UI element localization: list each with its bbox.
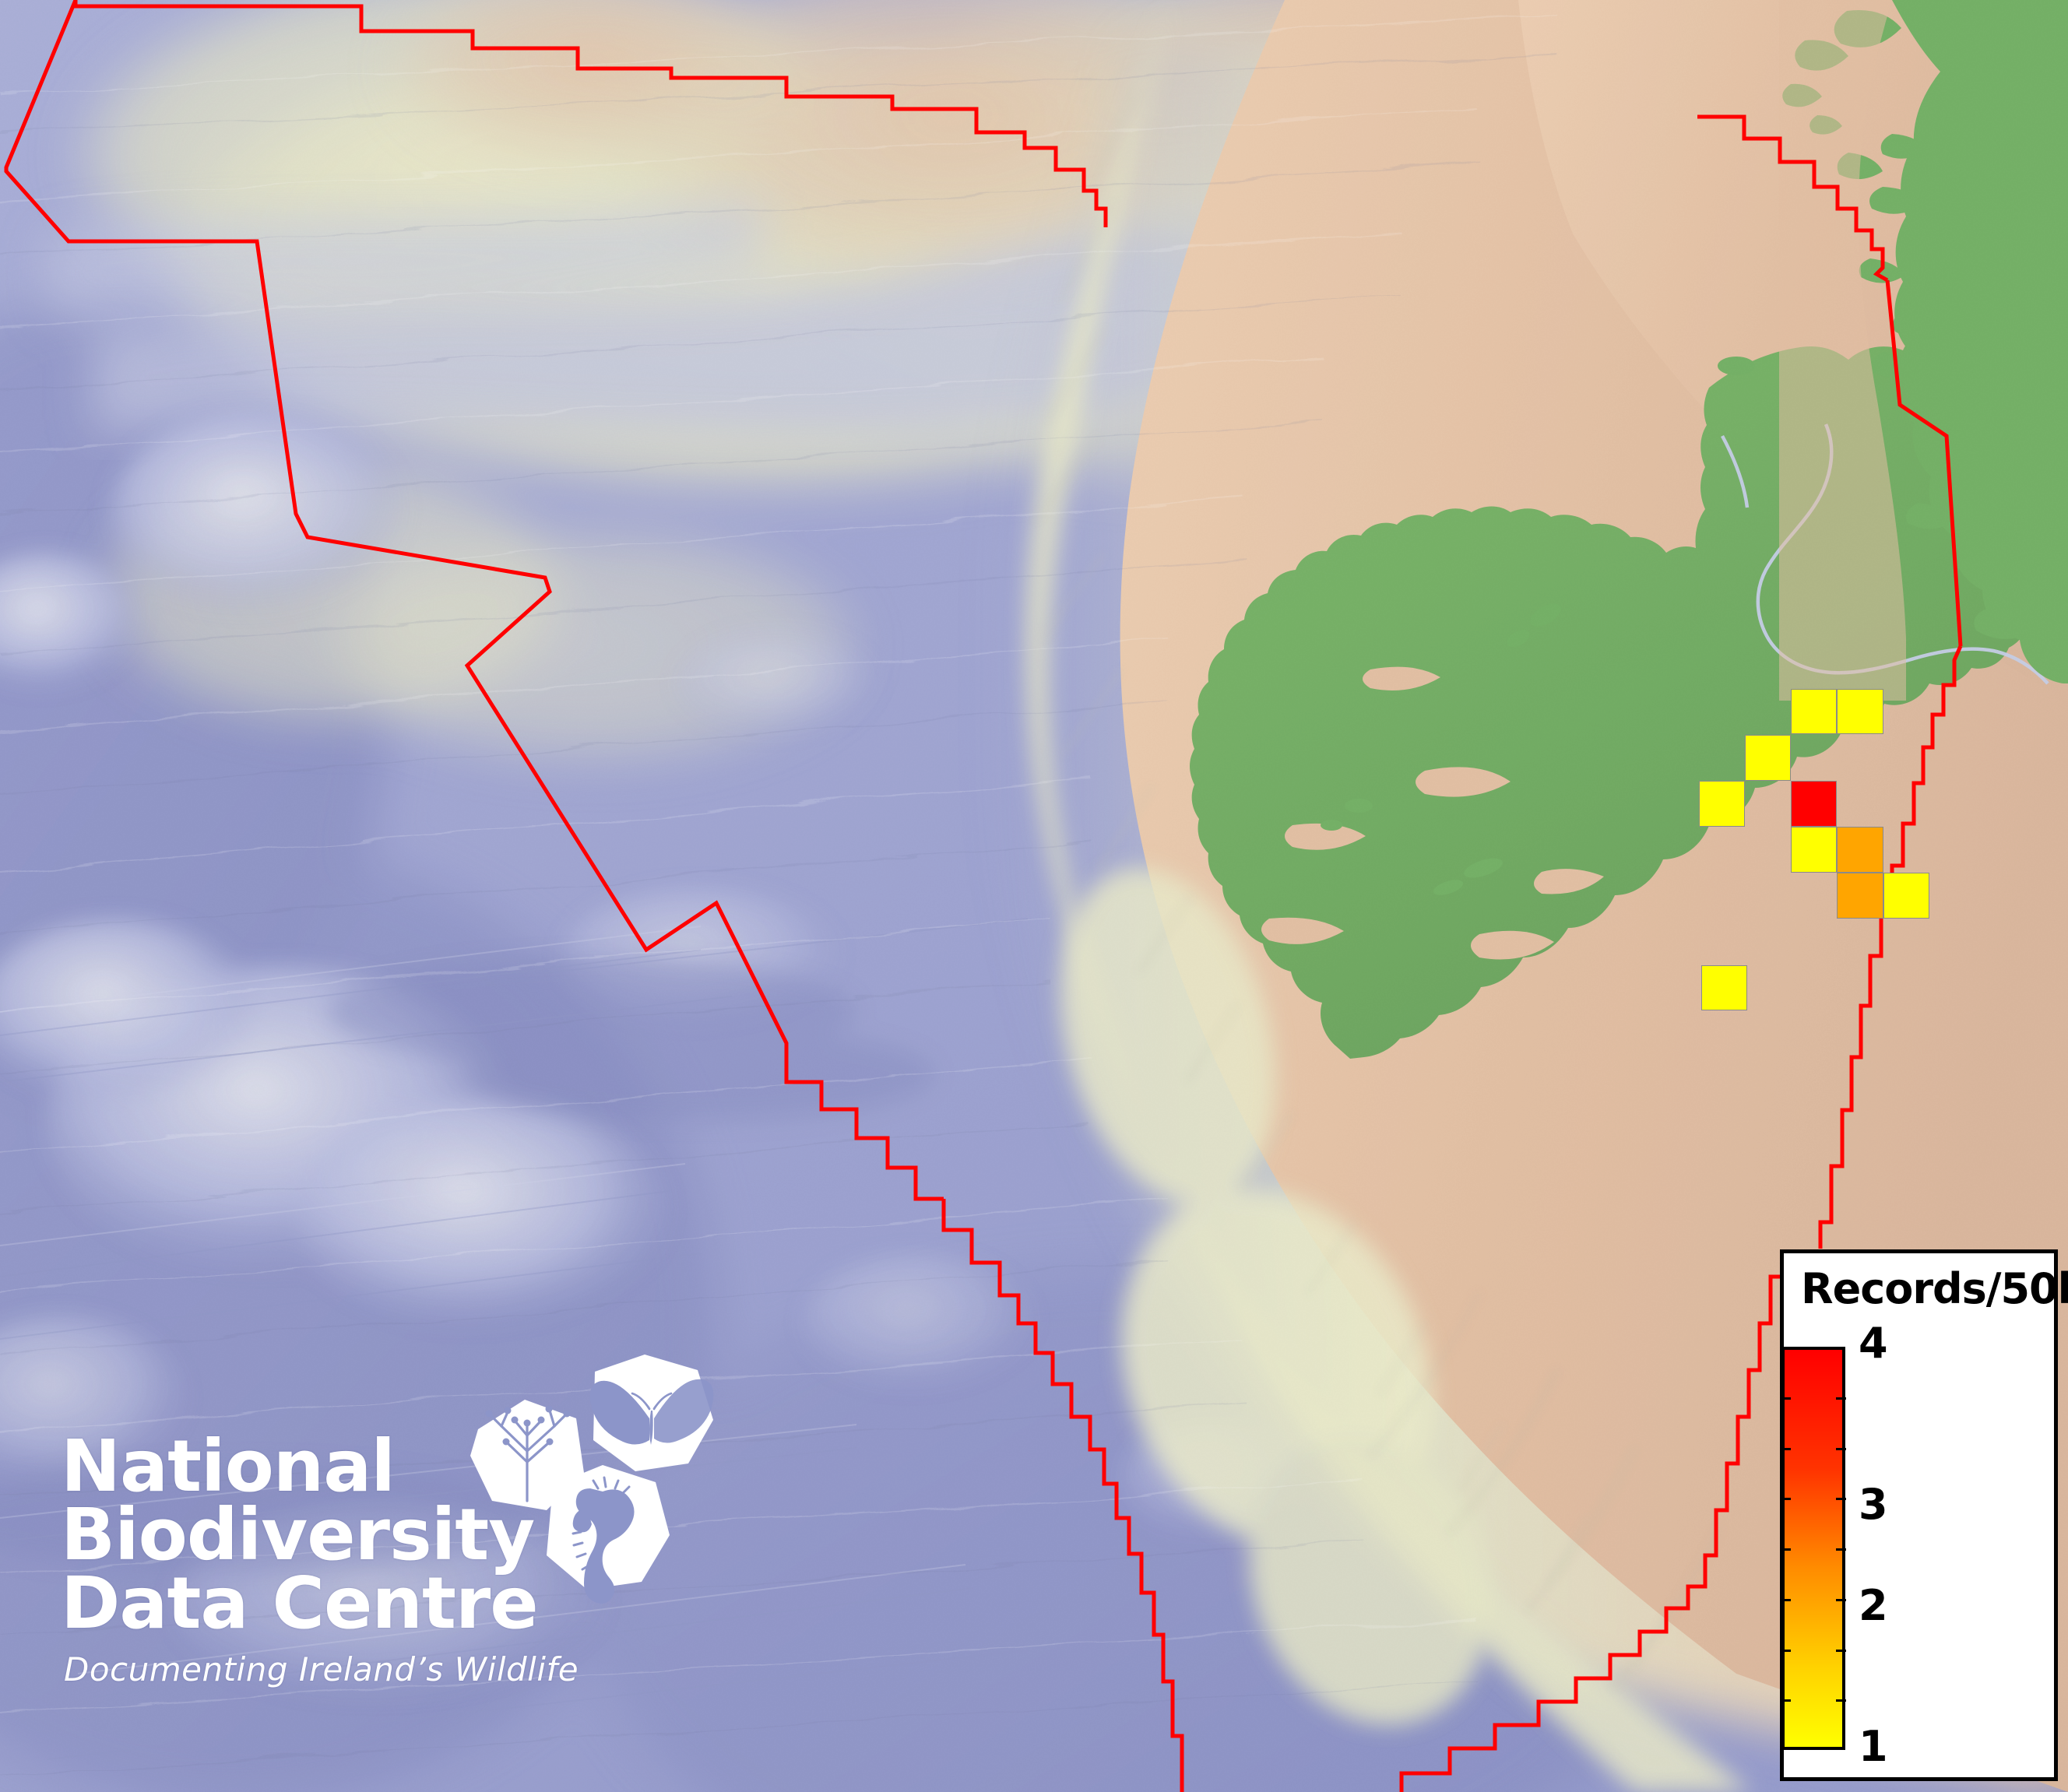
record-cell (1791, 781, 1837, 827)
legend-tick (1781, 1447, 1791, 1450)
record-cell (1791, 689, 1837, 734)
legend-tick (1836, 1397, 1846, 1400)
record-cell (1837, 827, 1883, 873)
legend-tick (1836, 1699, 1846, 1702)
legend-label-4: 4 (1859, 1319, 1888, 1368)
record-cell (1837, 689, 1883, 734)
legend-tick (1836, 1548, 1846, 1551)
legend-tick (1836, 1649, 1846, 1652)
legend-tick (1781, 1397, 1791, 1400)
legend-tick (1781, 1498, 1791, 1501)
record-cell (1883, 873, 1929, 919)
legend-tick (1781, 1699, 1791, 1702)
eez-boundary (4, 0, 1963, 1792)
legend-label-3: 3 (1859, 1480, 1888, 1530)
record-cell (1745, 735, 1791, 781)
legend-tick (1836, 1598, 1846, 1601)
legend-label-1: 1 (1859, 1722, 1888, 1771)
record-cell (1837, 873, 1883, 919)
legend-colorbar-wrap (1781, 1347, 1846, 1750)
record-cell (1699, 781, 1745, 827)
legend-label-2: 2 (1859, 1580, 1888, 1630)
legend-tick (1781, 1598, 1791, 1601)
legend-tick (1836, 1447, 1846, 1450)
legend-title: Records/50km (1801, 1264, 2068, 1313)
legend-tick (1836, 1498, 1846, 1501)
legend-tick (1781, 1649, 1791, 1652)
record-cell (1701, 965, 1747, 1010)
legend-tick (1781, 1548, 1791, 1551)
record-cell (1791, 827, 1837, 873)
legend-panel: Records/50km 4 3 2 1 (1780, 1249, 2068, 1781)
